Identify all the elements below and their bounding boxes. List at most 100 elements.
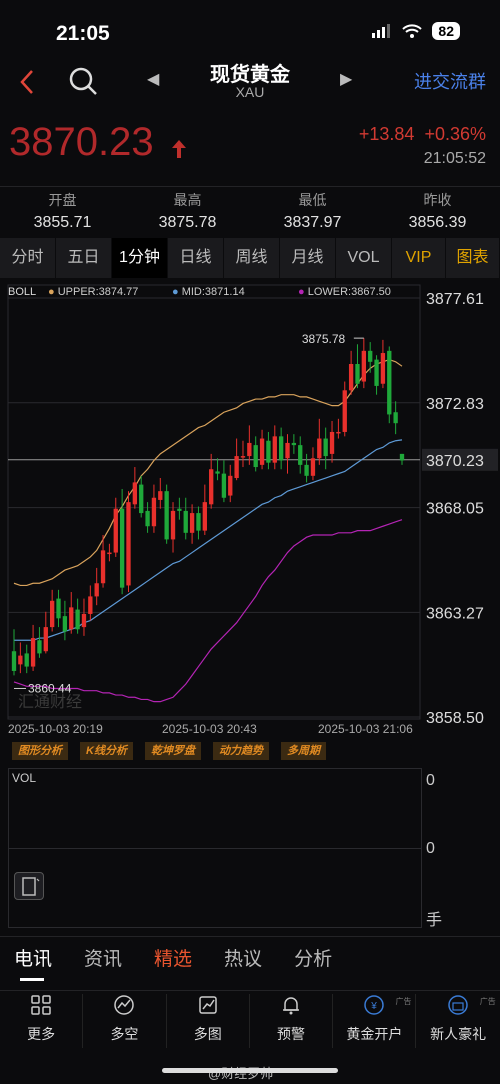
candle-body xyxy=(304,464,309,476)
candle-body xyxy=(56,598,61,619)
time-label: 2025-10-03 20:43 xyxy=(162,722,257,736)
candle-body xyxy=(336,431,341,434)
stat-label: 开盘 xyxy=(48,192,77,208)
next-symbol-button[interactable]: ▶ xyxy=(340,71,353,88)
search-button[interactable] xyxy=(66,64,100,98)
candle-body xyxy=(151,497,157,527)
bottom-long-short[interactable]: 多空 xyxy=(83,994,167,1048)
page-title: 现货黄金 xyxy=(210,64,290,86)
candle-body xyxy=(170,510,176,540)
candle-body xyxy=(228,475,233,496)
signal-icon xyxy=(372,24,391,38)
bottom-label: 多图 xyxy=(193,1026,222,1042)
candle-body xyxy=(253,445,258,468)
candle-body xyxy=(298,445,303,465)
candle-body xyxy=(399,453,405,461)
candle-body xyxy=(100,550,106,584)
tab-five-day[interactable]: 五日 xyxy=(56,238,112,278)
tab-chart[interactable]: 图表 xyxy=(446,238,500,278)
svg-text:¥: ¥ xyxy=(371,1001,378,1012)
candle-body xyxy=(240,456,246,458)
tab-news[interactable]: 资讯 xyxy=(84,949,123,970)
page-subtitle: XAU xyxy=(235,84,265,100)
tab-intraday[interactable]: 分时 xyxy=(0,238,56,278)
tool-shape-analysis[interactable]: 图形分析 xyxy=(12,742,68,760)
time-axis: 2025-10-03 20:19 2025-10-03 20:43 2025-1… xyxy=(0,722,420,740)
bottom-more[interactable]: 更多 xyxy=(0,994,84,1048)
candle-body xyxy=(69,607,74,630)
candle-body xyxy=(317,438,322,459)
bottom-multi-chart[interactable]: 多图 xyxy=(167,994,250,1048)
tab-vip[interactable]: VIP xyxy=(392,238,446,278)
time-label: 2025-10-03 21:06 xyxy=(318,722,413,736)
bottom-gold-account[interactable]: ¥ 广告 黄金开户 xyxy=(333,994,417,1048)
volume-gridline xyxy=(8,848,422,849)
quote-time: 21:05:52 xyxy=(423,150,486,167)
boll-upper-line xyxy=(13,358,403,587)
candle-body xyxy=(164,491,169,540)
nav-bar: ◀ 现货黄金 XAU ▶ 进交流群 xyxy=(0,62,500,104)
stat-value: 3875.78 xyxy=(158,214,217,231)
stat-label: 最高 xyxy=(173,192,202,208)
kline-svg: 3877.61 3872.83 3868.05 3863.27 3858.50 3870.… xyxy=(7,284,498,727)
landscape-toggle-icon[interactable] xyxy=(14,872,44,900)
prev-symbol-button[interactable]: ◀ xyxy=(147,71,160,88)
bottom-label: 多空 xyxy=(110,1026,139,1042)
stat-value: 3837.97 xyxy=(283,214,342,231)
tab-vol[interactable]: VOL xyxy=(336,238,392,278)
candle-body xyxy=(393,412,398,424)
tool-momentum[interactable]: 动力趋势 xyxy=(212,742,269,760)
legend-upper: ● UPPER:3874.77 xyxy=(48,286,139,298)
stat-high: 最高 3875.78 xyxy=(125,190,250,234)
candle-body xyxy=(291,442,297,446)
bottom-toolbar: 更多 多空 多图 预警 ¥ 广告 黄金开户 广告 新人豪礼 xyxy=(0,994,500,1048)
tab-1min[interactable]: 1分钟 xyxy=(112,238,168,278)
candle-body xyxy=(145,510,150,527)
search-icon xyxy=(69,67,97,95)
volume-axis-top: 0 xyxy=(426,772,435,789)
candle-body xyxy=(361,350,366,382)
candle-body xyxy=(189,513,195,533)
divider xyxy=(0,990,500,991)
bell-icon xyxy=(283,997,300,1015)
tab-monthly[interactable]: 月线 xyxy=(280,238,336,278)
tab-analysis[interactable]: 分析 xyxy=(294,949,333,970)
tab-daily[interactable]: 日线 xyxy=(168,238,224,278)
bottom-label: 更多 xyxy=(27,1026,56,1042)
bottom-new-user-gift[interactable]: 广告 新人豪礼 xyxy=(416,994,499,1048)
change-value: +13.84 xyxy=(358,124,415,144)
legend-upper-text: UPPER:3874.77 xyxy=(57,286,139,298)
tab-discussion[interactable]: 热议 xyxy=(224,949,263,970)
join-group-link[interactable]: 进交流群 xyxy=(414,72,486,92)
tab-weekly[interactable]: 周线 xyxy=(224,238,280,278)
bottom-label: 预警 xyxy=(277,1026,306,1042)
high-annotation: 3875.78 xyxy=(302,332,346,346)
back-button[interactable] xyxy=(14,65,44,99)
candle-body xyxy=(132,482,138,505)
ad-tag: 广告 xyxy=(395,997,412,1006)
wifi-icon xyxy=(402,24,423,38)
back-arrow-icon xyxy=(20,70,33,94)
candle-body xyxy=(177,508,182,511)
boll-lower-line xyxy=(13,519,403,703)
bottom-label: 新人豪礼 xyxy=(430,1026,487,1042)
tool-kline-analysis[interactable]: K线分析 xyxy=(80,742,133,760)
candle-body xyxy=(202,502,207,531)
tab-featured[interactable]: 精选 xyxy=(154,949,193,970)
tool-compass[interactable]: 乾坤罗盘 xyxy=(144,742,201,760)
volume-unit: 手 xyxy=(426,912,443,929)
candle-body xyxy=(215,471,220,474)
candle-body xyxy=(139,484,144,514)
kline-chart[interactable]: 3877.61 3872.83 3868.05 3863.27 3858.50 3870.… xyxy=(0,280,500,730)
candle-body xyxy=(355,363,360,384)
y-tick-label: 3868.05 xyxy=(426,501,484,518)
candle-body xyxy=(88,596,93,614)
active-tab-underline xyxy=(20,978,44,981)
candle-body xyxy=(374,359,379,386)
bottom-alert[interactable]: 预警 xyxy=(250,994,334,1048)
legend-mid-text: MID:3871.14 xyxy=(181,286,245,298)
candle-body xyxy=(30,638,36,667)
multi-chart-icon xyxy=(198,996,217,1014)
tab-telegraph[interactable]: 电讯 xyxy=(14,949,53,970)
tool-multi-period[interactable]: 多周期 xyxy=(280,742,326,760)
